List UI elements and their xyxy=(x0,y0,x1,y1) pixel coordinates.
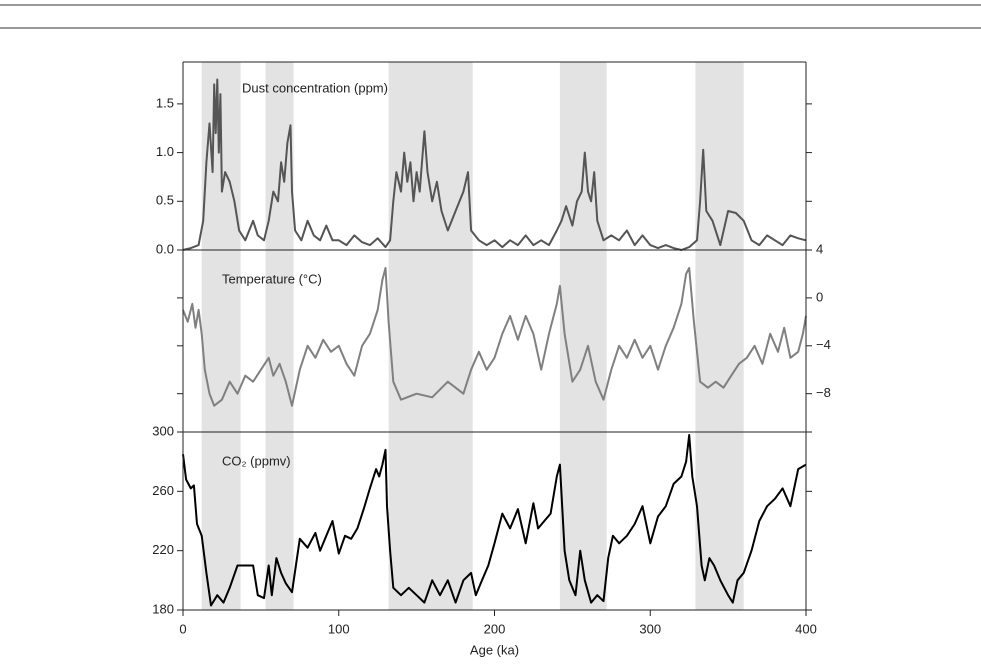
x-tick-label: 400 xyxy=(795,621,817,636)
shaded-region xyxy=(695,62,744,610)
y-tick-label: 1.5 xyxy=(156,95,174,110)
x-tick-label: 200 xyxy=(484,621,506,636)
y-tick-label: 300 xyxy=(152,423,174,438)
y-tick-label: 0.5 xyxy=(156,193,174,208)
shaded-region xyxy=(265,62,294,610)
data-line xyxy=(182,434,807,607)
panel-label: CO₂ (ppmv) xyxy=(222,453,291,468)
y-tick-label: 0 xyxy=(816,289,823,304)
x-axis-label: Age (ka) xyxy=(470,642,519,657)
data-line xyxy=(182,78,807,251)
shaded-region xyxy=(388,62,473,610)
y-tick-label: 260 xyxy=(152,483,174,498)
panel-label: Temperature (°C) xyxy=(222,271,322,286)
x-tick-label: 100 xyxy=(328,621,350,636)
y-tick-label: 4 xyxy=(816,241,823,256)
y-tick-label: −4 xyxy=(816,337,831,352)
data-line xyxy=(182,267,807,407)
y-tick-label: 1.0 xyxy=(156,144,174,159)
y-tick-label: 0.0 xyxy=(156,241,174,256)
shaded-region xyxy=(559,62,607,610)
y-tick-label: 220 xyxy=(152,542,174,557)
y-tick-label: −8 xyxy=(816,385,831,400)
panel-label: Dust concentration (ppm) xyxy=(242,80,388,95)
x-tick-label: 0 xyxy=(179,621,186,636)
x-tick-label: 300 xyxy=(639,621,661,636)
y-tick-label: 180 xyxy=(152,601,174,616)
